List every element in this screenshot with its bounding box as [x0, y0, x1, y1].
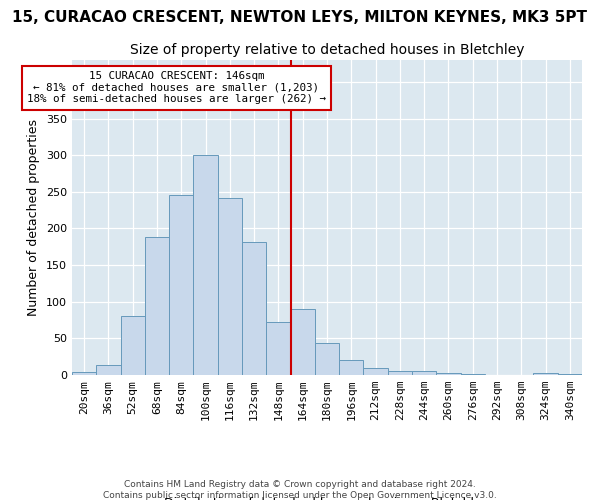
Bar: [533, 373, 558, 375]
Bar: [266, 322, 290, 375]
Bar: [121, 316, 145, 375]
Text: Contains HM Land Registry data © Crown copyright and database right 2024.
Contai: Contains HM Land Registry data © Crown c…: [103, 480, 497, 500]
Bar: [290, 309, 315, 375]
Y-axis label: Number of detached properties: Number of detached properties: [28, 119, 40, 316]
Bar: [388, 370, 412, 375]
Bar: [461, 374, 485, 375]
Bar: [364, 368, 388, 375]
Bar: [72, 372, 96, 375]
Bar: [96, 366, 121, 375]
Title: Size of property relative to detached houses in Bletchley: Size of property relative to detached ho…: [130, 44, 524, 58]
Bar: [412, 372, 436, 375]
Bar: [315, 343, 339, 375]
Text: 15 CURACAO CRESCENT: 146sqm
← 81% of detached houses are smaller (1,203)
18% of : 15 CURACAO CRESCENT: 146sqm ← 81% of det…: [27, 71, 326, 104]
Bar: [193, 154, 218, 375]
Bar: [558, 374, 582, 375]
Bar: [169, 195, 193, 375]
Text: 15, CURACAO CRESCENT, NEWTON LEYS, MILTON KEYNES, MK3 5PT: 15, CURACAO CRESCENT, NEWTON LEYS, MILTO…: [13, 10, 587, 25]
Bar: [242, 242, 266, 375]
Bar: [339, 360, 364, 375]
Bar: [436, 373, 461, 375]
Bar: [218, 198, 242, 375]
Bar: [145, 238, 169, 375]
Text: Distribution of detached houses by size in Bletchley: Distribution of detached houses by size …: [164, 498, 490, 500]
